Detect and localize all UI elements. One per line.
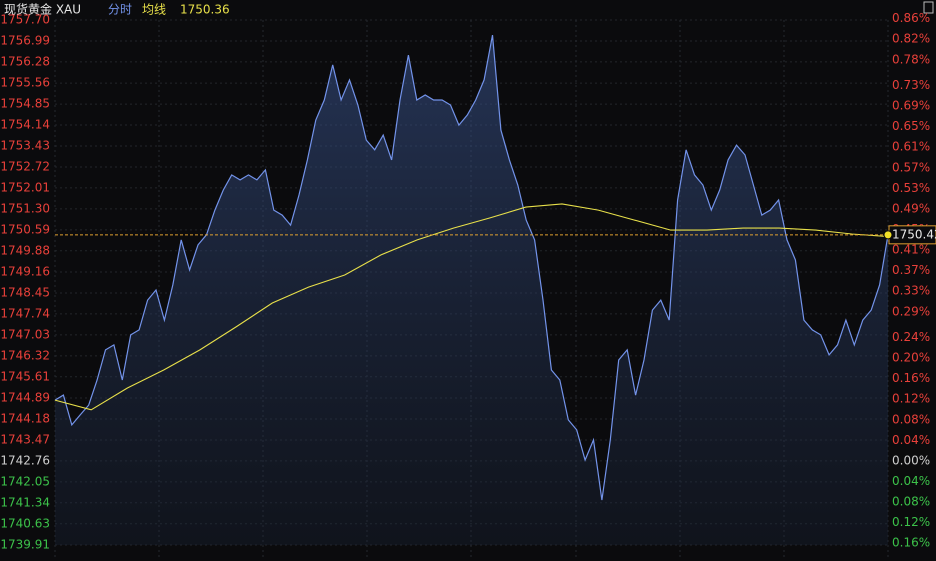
menu-icon[interactable] <box>923 1 934 14</box>
y2-tick-label: 0.82% <box>892 32 930 46</box>
y2-tick-label: 0.04% <box>892 433 930 447</box>
y-tick-label: 1750.59 <box>0 222 50 236</box>
y-tick-label: 1739.91 <box>0 538 50 552</box>
y-tick-label: 1742.05 <box>0 474 50 488</box>
y2-tick-label: 0.08% <box>892 412 930 426</box>
y-tick-label: 1745.61 <box>0 369 50 383</box>
y2-tick-label: 0.41% <box>892 243 930 257</box>
y2-tick-label: 0.65% <box>892 119 930 133</box>
y2-tick-label: 0.86% <box>892 11 930 25</box>
chart-title: 现货黄金 XAU <box>4 2 81 17</box>
last-price-label: 1750.42 <box>892 227 936 241</box>
y-tick-label: 1747.74 <box>0 306 50 320</box>
y-tick-label: 1752.01 <box>0 180 50 194</box>
line <box>54 203 889 411</box>
last-point <box>883 230 893 240</box>
y-tick-label: 1747.03 <box>0 327 50 341</box>
y-tick-label: 1752.72 <box>0 159 50 173</box>
y-tick-label: 1748.45 <box>0 285 50 299</box>
y-tick-label: 1754.14 <box>0 118 50 132</box>
area <box>55 35 888 545</box>
y-tick-label: 1749.16 <box>0 265 50 279</box>
y2-tick-label: 0.00% <box>892 453 930 467</box>
legend-entry: 均线 <box>142 3 166 17</box>
y2-tick-label: 0.73% <box>892 78 930 92</box>
y-tick-label: 1749.88 <box>0 243 50 257</box>
average-value: 1750.36 <box>180 3 230 17</box>
y2-tick-label: 0.04% <box>892 474 930 488</box>
y2-tick-label: 0.49% <box>892 201 930 215</box>
line <box>54 34 889 501</box>
y2-tick-label: 0.20% <box>892 351 930 365</box>
y-tick-label: 1742.76 <box>0 453 50 467</box>
y-tick-label: 1744.18 <box>0 411 50 425</box>
y-tick-label: 1743.47 <box>0 432 50 446</box>
y2-tick-label: 0.16% <box>892 371 930 385</box>
y2-tick-label: 0.37% <box>892 263 930 277</box>
y-tick-label: 1756.99 <box>0 33 50 47</box>
y2-tick-label: 0.57% <box>892 160 930 174</box>
y2-tick-label: 0.12% <box>892 515 930 529</box>
y-tick-label: 1741.34 <box>0 495 50 509</box>
y2-tick-label: 0.24% <box>892 330 930 344</box>
y-tick-label: 1753.43 <box>0 139 50 153</box>
y2-tick-label: 0.78% <box>892 52 930 66</box>
y2-tick-label: 0.33% <box>892 284 930 298</box>
y-tick-label: 1744.89 <box>0 391 50 405</box>
y-tick-label: 1746.32 <box>0 348 50 362</box>
y2-tick-label: 0.08% <box>892 495 930 509</box>
y2-tick-label: 0.29% <box>892 304 930 318</box>
y-tick-label: 1755.56 <box>0 76 50 90</box>
legend-entry: 分时 <box>108 3 132 17</box>
y-tick-label: 1740.63 <box>0 516 50 530</box>
y-tick-label: 1756.28 <box>0 54 50 68</box>
y2-tick-label: 0.61% <box>892 140 930 154</box>
y-tick-label: 1757.70 <box>0 13 50 27</box>
y2-tick-label: 0.69% <box>892 99 930 113</box>
y2-tick-label: 0.12% <box>892 392 930 406</box>
y2-tick-label: 0.53% <box>892 181 930 195</box>
y-tick-label: 1751.30 <box>0 201 50 215</box>
y2-tick-label: 0.16% <box>892 536 930 550</box>
y-tick-label: 1754.85 <box>0 97 50 111</box>
